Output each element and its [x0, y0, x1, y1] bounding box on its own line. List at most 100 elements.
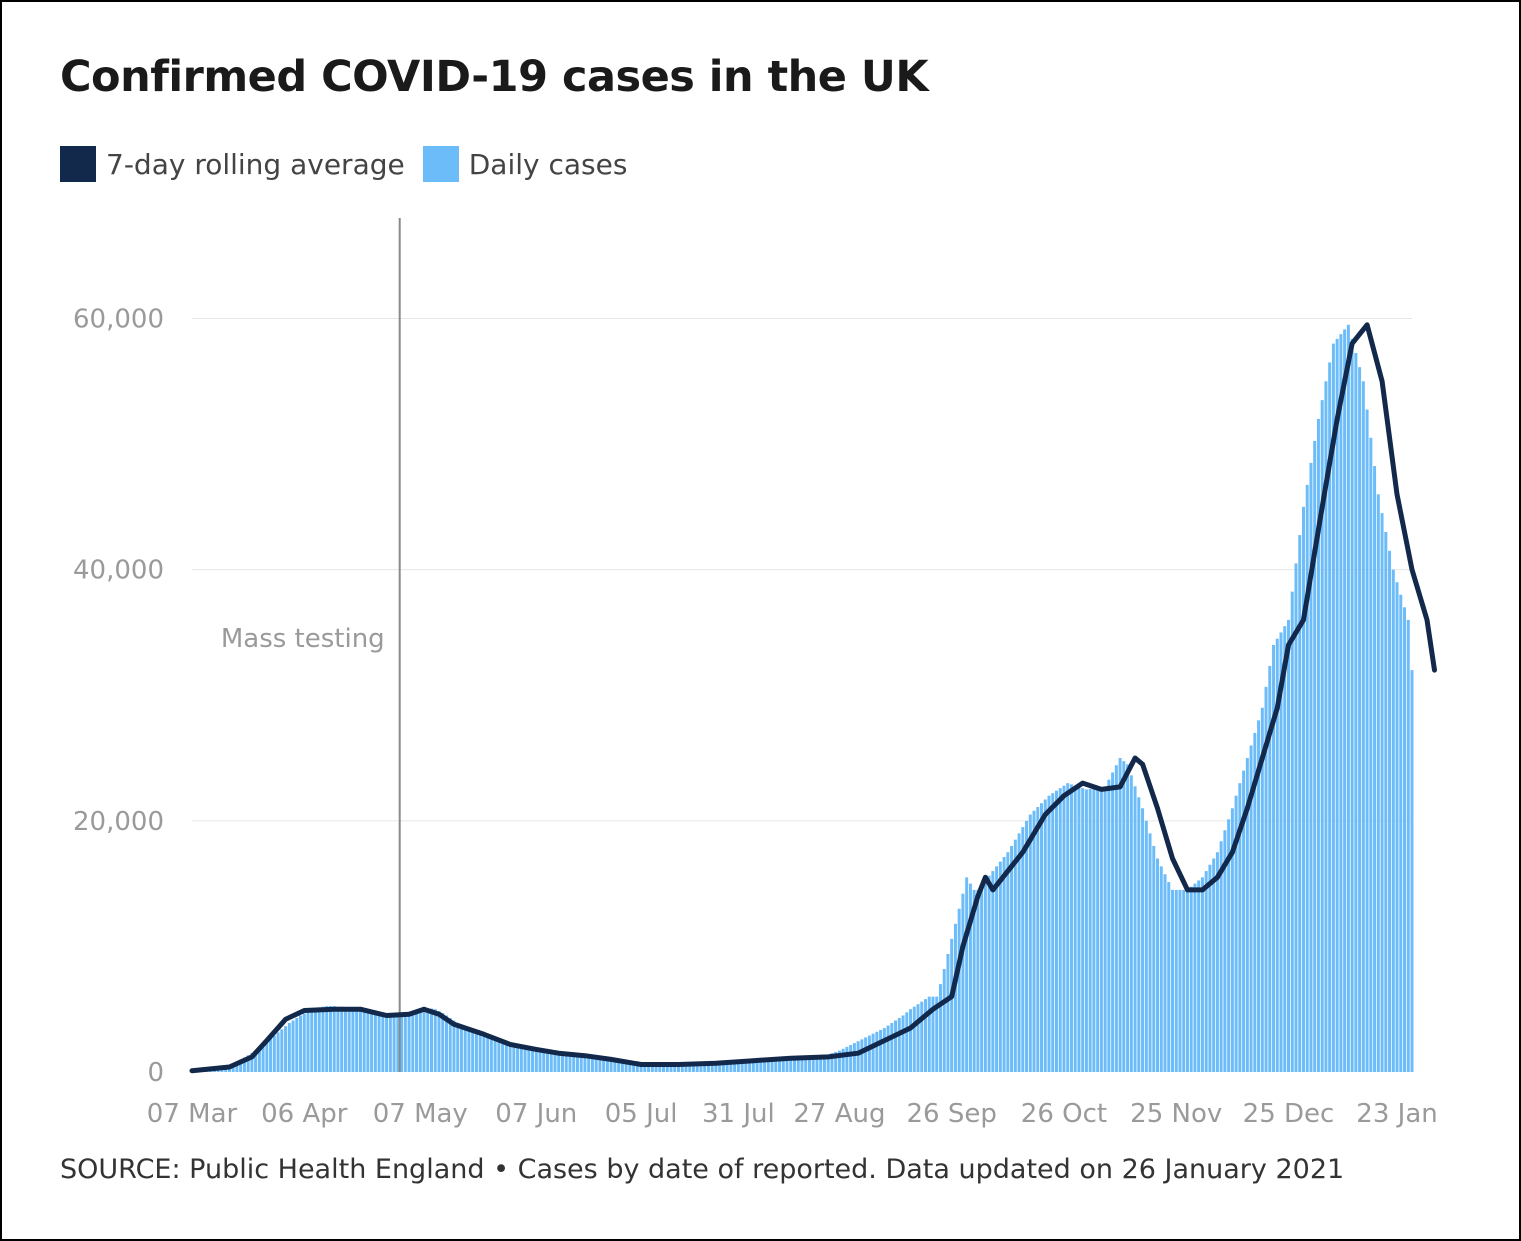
daily-cases-bar — [478, 1033, 482, 1072]
daily-cases-bar — [1084, 789, 1088, 1072]
daily-cases-bar — [430, 1008, 433, 1072]
daily-cases-bar — [583, 1055, 587, 1072]
daily-cases-bar — [748, 1059, 752, 1072]
daily-cases-bar — [280, 1029, 284, 1072]
daily-cases-bar — [1051, 793, 1055, 1072]
daily-cases-bar — [647, 1064, 651, 1072]
daily-cases-bar — [1410, 670, 1414, 1072]
daily-cases-bar — [560, 1054, 564, 1072]
daily-cases-bar — [725, 1061, 729, 1072]
x-tick-label: 05 Jul — [605, 1099, 678, 1129]
daily-cases-bar — [519, 1047, 523, 1072]
daily-cases-bar — [459, 1024, 463, 1072]
daily-cases-bar — [1043, 799, 1047, 1072]
daily-cases-bar — [613, 1059, 617, 1072]
daily-cases-bar — [1032, 810, 1036, 1072]
daily-cases-bar — [437, 1011, 441, 1072]
daily-cases-bar — [272, 1035, 276, 1072]
daily-cases-bar — [1017, 833, 1021, 1072]
daily-cases-bar — [972, 889, 976, 1072]
daily-cases-bar — [965, 877, 969, 1072]
chart-title: Confirmed COVID-19 cases in the UK — [60, 52, 929, 102]
daily-cases-bar — [860, 1039, 864, 1072]
daily-cases-bar — [763, 1058, 767, 1072]
daily-cases-bar — [1223, 830, 1227, 1072]
daily-cases-bar — [1170, 889, 1174, 1072]
daily-cases-bar — [793, 1057, 797, 1072]
x-tick-label: 07 Mar — [147, 1099, 238, 1129]
daily-cases-bar — [1260, 707, 1264, 1072]
daily-cases-bar — [1339, 334, 1343, 1072]
daily-cases-bar — [639, 1063, 643, 1072]
rolling-average-line — [189, 322, 1437, 1074]
daily-cases-bar — [733, 1060, 737, 1072]
daily-cases-bar — [1185, 889, 1189, 1072]
daily-cases-bar — [1010, 845, 1014, 1072]
daily-cases-bar — [1002, 856, 1006, 1072]
daily-cases-bar — [684, 1063, 688, 1072]
daily-cases-bar — [916, 1004, 920, 1072]
daily-cases-bar — [830, 1053, 834, 1072]
daily-cases-bar — [1118, 758, 1122, 1072]
daily-cases-bar — [920, 1001, 924, 1072]
daily-cases-bar — [1215, 852, 1219, 1072]
daily-cases-bar — [1320, 400, 1324, 1073]
daily-cases-bar — [471, 1030, 475, 1072]
daily-cases-bar — [897, 1018, 901, 1072]
daily-cases-bar — [658, 1064, 662, 1072]
daily-cases-bar — [662, 1064, 666, 1072]
daily-cases-bar — [1305, 484, 1309, 1073]
daily-cases-bar — [1021, 827, 1025, 1072]
daily-cases-bar — [538, 1050, 542, 1072]
daily-cases-bar — [1384, 531, 1388, 1072]
daily-cases-bar — [493, 1038, 497, 1072]
daily-cases-bar — [721, 1061, 725, 1072]
x-tick-label: 07 Jun — [495, 1099, 577, 1129]
daily-cases-bar — [284, 1026, 288, 1072]
daily-cases-bar — [617, 1060, 621, 1072]
daily-cases-bar — [1365, 409, 1369, 1072]
daily-cases-bar — [239, 1059, 243, 1072]
daily-cases-bar — [1399, 594, 1403, 1072]
daily-cases-bar — [1275, 638, 1279, 1072]
daily-cases-bar — [306, 1011, 310, 1072]
daily-cases-bar — [950, 938, 954, 1072]
daily-cases-bar — [396, 1014, 400, 1072]
daily-cases-bar — [766, 1058, 770, 1072]
daily-cases-bar — [1122, 761, 1126, 1072]
daily-cases-bar — [1159, 866, 1163, 1072]
daily-cases-bar — [781, 1057, 785, 1072]
daily-cases-bar — [336, 1006, 340, 1072]
daily-cases-bar — [456, 1023, 460, 1072]
daily-cases-bar — [1137, 797, 1141, 1072]
y-tick-label: 20,000 — [73, 807, 164, 837]
daily-cases-bar — [392, 1014, 396, 1072]
daily-cases-bar — [1193, 883, 1197, 1072]
daily-cases-bar — [1111, 772, 1115, 1072]
daily-cases-bar — [983, 880, 987, 1072]
daily-cases-bar — [579, 1055, 583, 1072]
daily-cases-bar — [1388, 550, 1392, 1072]
daily-cases-bar — [991, 871, 995, 1072]
daily-cases-bar — [1290, 591, 1294, 1073]
daily-cases-bar — [953, 923, 957, 1072]
daily-cases-bar — [998, 861, 1002, 1072]
daily-cases-bar — [654, 1064, 658, 1072]
legend-item-rolling-average: 7-day rolling average — [60, 146, 405, 182]
daily-cases-bar — [1058, 788, 1062, 1072]
daily-cases-bar — [467, 1028, 471, 1072]
daily-cases-bar — [841, 1048, 845, 1072]
daily-cases-bar — [856, 1041, 860, 1072]
daily-cases-bar — [1107, 779, 1111, 1072]
daily-cases-bar — [961, 893, 965, 1072]
daily-cases-bar — [486, 1036, 490, 1072]
daily-cases-bar — [1114, 765, 1118, 1072]
daily-cases-bar — [882, 1028, 886, 1072]
daily-cases-bar — [276, 1032, 280, 1072]
daily-cases-bar — [265, 1041, 269, 1072]
daily-cases-bar — [1328, 362, 1332, 1072]
daily-cases-bar — [774, 1058, 778, 1072]
daily-cases-bar — [628, 1061, 632, 1072]
daily-cases-bar — [388, 1014, 392, 1072]
